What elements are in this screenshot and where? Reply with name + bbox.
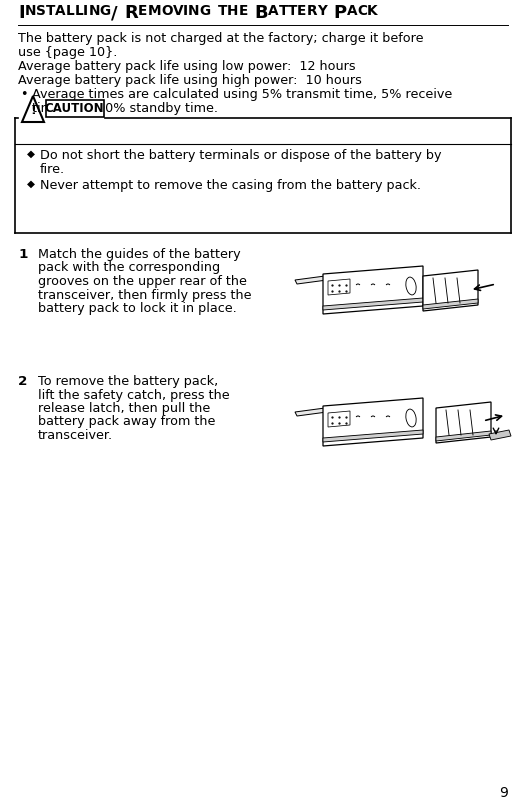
Text: •: • xyxy=(20,88,27,101)
Text: pack with the corresponding: pack with the corresponding xyxy=(38,261,220,274)
Text: battery pack to lock it in place.: battery pack to lock it in place. xyxy=(38,302,237,315)
Text: R: R xyxy=(307,4,317,18)
Text: N: N xyxy=(25,4,36,18)
Text: G: G xyxy=(199,4,211,18)
Text: 1: 1 xyxy=(18,248,27,261)
Text: T: T xyxy=(278,4,288,18)
Text: ◆: ◆ xyxy=(27,149,35,159)
Text: O: O xyxy=(161,4,173,18)
Text: E: E xyxy=(297,4,307,18)
Polygon shape xyxy=(436,402,491,443)
Text: M: M xyxy=(147,4,161,18)
Text: E: E xyxy=(238,4,248,18)
Polygon shape xyxy=(423,299,478,309)
Text: ◆: ◆ xyxy=(27,179,35,189)
Text: grooves on the upper rear of the: grooves on the upper rear of the xyxy=(38,275,247,288)
Text: CAUTION: CAUTION xyxy=(45,102,104,115)
FancyBboxPatch shape xyxy=(46,99,104,116)
Text: Never attempt to remove the casing from the battery pack.: Never attempt to remove the casing from … xyxy=(40,179,421,192)
Text: Average battery pack life using high power:  10 hours: Average battery pack life using high pow… xyxy=(18,74,362,87)
Text: I: I xyxy=(83,4,88,18)
Text: /: / xyxy=(111,4,117,22)
Text: I: I xyxy=(18,4,25,22)
Text: T: T xyxy=(218,4,227,18)
Polygon shape xyxy=(436,431,491,441)
Text: K: K xyxy=(367,4,378,18)
Text: H: H xyxy=(227,4,238,18)
Text: fire.: fire. xyxy=(40,163,65,176)
Text: S: S xyxy=(36,4,46,18)
Text: transceiver.: transceiver. xyxy=(38,429,113,442)
Text: P: P xyxy=(333,4,347,22)
Text: B: B xyxy=(255,4,268,22)
Text: Match the guides of the battery: Match the guides of the battery xyxy=(38,248,240,261)
Text: A: A xyxy=(55,4,66,18)
Text: Y: Y xyxy=(317,4,327,18)
Text: N: N xyxy=(188,4,199,18)
Polygon shape xyxy=(489,430,511,440)
Text: lift the safety catch, press the: lift the safety catch, press the xyxy=(38,388,230,402)
Text: V: V xyxy=(173,4,183,18)
Text: time, and 90% standby time.: time, and 90% standby time. xyxy=(32,102,218,115)
Text: L: L xyxy=(66,4,75,18)
Text: L: L xyxy=(75,4,83,18)
Text: release latch, then pull the: release latch, then pull the xyxy=(38,402,210,415)
Text: A: A xyxy=(347,4,357,18)
Text: R: R xyxy=(124,4,138,22)
Polygon shape xyxy=(323,398,423,446)
Text: The battery pack is not charged at the factory; charge it before: The battery pack is not charged at the f… xyxy=(18,32,423,45)
Text: E: E xyxy=(138,4,147,18)
Text: use {page 10}.: use {page 10}. xyxy=(18,46,117,59)
Text: G: G xyxy=(100,4,111,18)
Text: N: N xyxy=(88,4,100,18)
Text: A: A xyxy=(268,4,278,18)
Text: I: I xyxy=(183,4,188,18)
Polygon shape xyxy=(423,270,478,311)
Text: Average battery pack life using low power:  12 hours: Average battery pack life using low powe… xyxy=(18,60,356,73)
Polygon shape xyxy=(295,408,327,416)
Polygon shape xyxy=(295,276,327,284)
Text: C: C xyxy=(357,4,367,18)
Text: 9: 9 xyxy=(499,786,508,800)
Text: Average times are calculated using 5% transmit time, 5% receive: Average times are calculated using 5% tr… xyxy=(32,88,452,101)
Text: Do not short the battery terminals or dispose of the battery by: Do not short the battery terminals or di… xyxy=(40,149,441,162)
Text: battery pack away from the: battery pack away from the xyxy=(38,416,215,429)
Text: 2: 2 xyxy=(18,375,27,388)
Text: T: T xyxy=(288,4,297,18)
Text: !: ! xyxy=(30,104,36,117)
Text: T: T xyxy=(46,4,55,18)
Text: transceiver, then firmly press the: transceiver, then firmly press the xyxy=(38,288,251,302)
Text: To remove the battery pack,: To remove the battery pack, xyxy=(38,375,218,388)
Polygon shape xyxy=(323,298,423,310)
Polygon shape xyxy=(323,430,423,442)
Polygon shape xyxy=(323,266,423,314)
